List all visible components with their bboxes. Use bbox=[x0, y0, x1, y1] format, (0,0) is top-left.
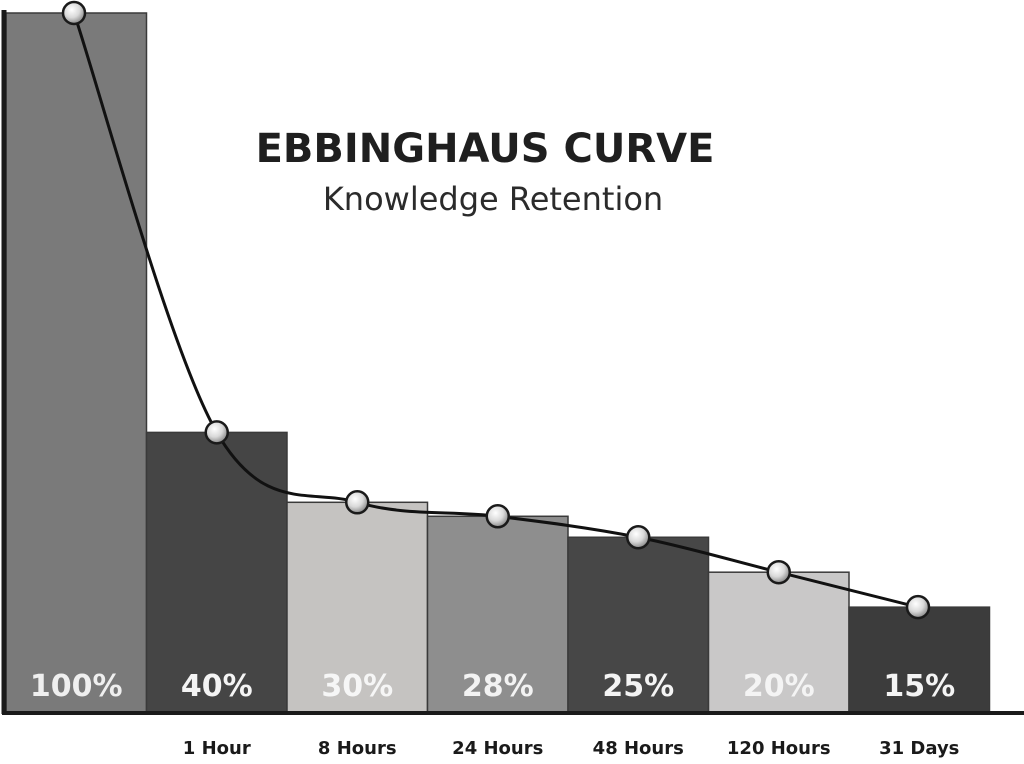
bar-5 bbox=[707, 571, 850, 713]
x-tick-label-2: 8 Hours bbox=[318, 738, 397, 759]
curve-points-group bbox=[61, 0, 931, 620]
curve-point-4 bbox=[626, 525, 651, 550]
curve-point-1 bbox=[204, 420, 229, 445]
bar-1 bbox=[145, 431, 288, 713]
x-tick-label-6: 31 Days bbox=[879, 738, 959, 759]
bar-value-label-2: 30% bbox=[321, 669, 393, 704]
bars-group bbox=[5, 12, 991, 713]
bar-value-label-6: 15% bbox=[883, 669, 955, 704]
chart-title: EBBINGHAUS CURVE bbox=[256, 126, 715, 172]
retention-curve bbox=[72, 12, 919, 609]
bar-2 bbox=[286, 501, 429, 713]
curve-point-6 bbox=[905, 594, 931, 620]
bar-value-label-0: 100% bbox=[30, 669, 123, 704]
value-labels-group: 100% 40% 30% 28% 25% 20% 15% bbox=[30, 669, 955, 704]
curve-point-3 bbox=[485, 504, 510, 529]
curve-point-5 bbox=[766, 559, 791, 585]
x-tick-label-1: 1 Hour bbox=[183, 738, 251, 759]
bar-value-label-4: 25% bbox=[602, 669, 674, 704]
x-tick-label-5: 120 Hours bbox=[727, 738, 831, 759]
x-tick-labels-group: 1 Hour 8 Hours 24 Hours 48 Hours 120 Hours 31… bbox=[183, 738, 960, 759]
bar-6 bbox=[848, 606, 991, 713]
curve-point-2 bbox=[345, 490, 370, 515]
bar-value-label-3: 28% bbox=[462, 669, 534, 704]
bar-value-label-5: 20% bbox=[743, 669, 815, 704]
axes-group bbox=[1, 10, 1024, 715]
chart-subtitle: Knowledge Retention bbox=[323, 180, 663, 218]
bar-4 bbox=[567, 536, 710, 713]
bar-0 bbox=[5, 12, 148, 713]
x-tick-label-4: 48 Hours bbox=[593, 738, 684, 759]
curve-point-0 bbox=[61, 0, 87, 26]
bar-value-label-1: 40% bbox=[181, 669, 253, 704]
x-tick-label-3: 24 Hours bbox=[452, 738, 543, 759]
